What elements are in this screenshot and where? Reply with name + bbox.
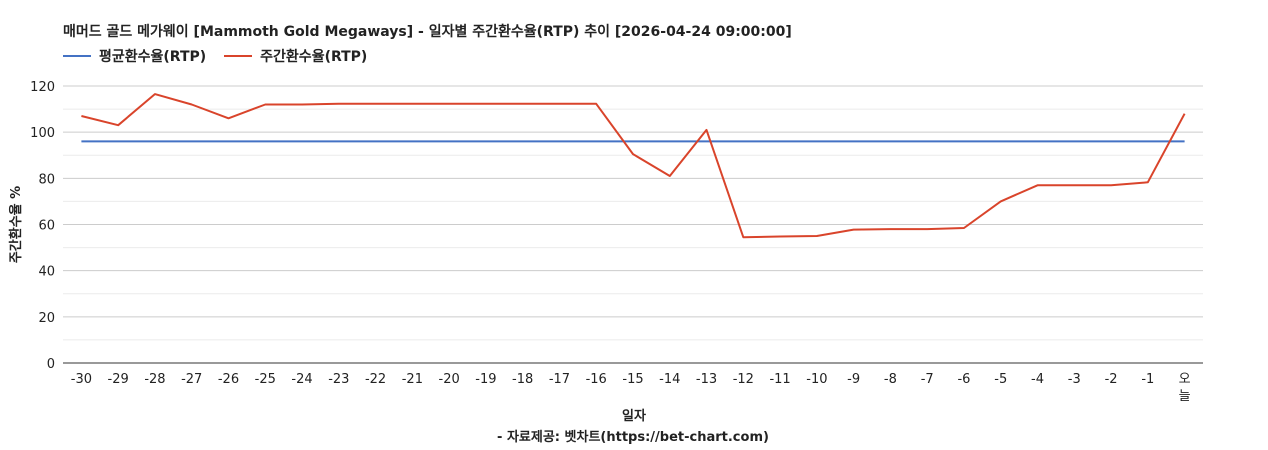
x-tick-label: -6 <box>957 372 970 387</box>
x-tick-label: -22 <box>365 372 386 387</box>
legend-item-weekly[interactable]: 주간환수율(RTP) <box>224 46 367 66</box>
y-tick-label: 80 <box>38 172 55 187</box>
x-tick-label: -16 <box>586 372 607 387</box>
series-line-weekly <box>81 93 1186 239</box>
x-tick-label: -20 <box>439 372 460 387</box>
y-tick-label: 100 <box>30 126 55 141</box>
chart-series <box>81 93 1186 239</box>
y-tick-label: 0 <box>47 357 55 372</box>
x-axis-ticks: -30 -29 -28 -27 -26 -25 -24 -23 -22 -21 -20 -19 -18 -… <box>71 372 1191 404</box>
x-tick-label: -11 <box>769 372 790 387</box>
x-tick-label: -3 <box>1068 372 1081 387</box>
legend-item-average[interactable]: 평균환수율(RTP) <box>63 46 206 66</box>
source-credit: - 자료제공: 벳차트(https://bet-chart.com) <box>497 429 769 445</box>
x-tick-label: -28 <box>144 372 165 387</box>
chart-legend: 평균환수율(RTP) 주간환수율(RTP) <box>63 46 385 66</box>
x-tick-label: -27 <box>181 372 202 387</box>
y-axis-ticks: 0 20 40 60 80 100 120 <box>30 80 55 372</box>
x-tick-label: -26 <box>218 372 239 387</box>
y-tick-label: 120 <box>30 80 55 95</box>
legend-label-average: 평균환수율(RTP) <box>99 49 207 65</box>
x-axis-label: 일자 <box>622 409 646 424</box>
x-tick-label: -29 <box>108 372 129 387</box>
x-tick-label: -18 <box>512 372 533 387</box>
x-tick-label: -5 <box>994 372 1007 387</box>
y-axis-label: 주간환수율 % <box>8 186 24 263</box>
x-tick-label: -7 <box>921 372 934 387</box>
y-tick-label: 40 <box>38 265 55 280</box>
x-tick-label: -9 <box>847 372 860 387</box>
x-tick-label: -15 <box>622 372 643 387</box>
x-tick-label: -14 <box>659 372 680 387</box>
x-tick-label: -12 <box>733 372 754 387</box>
legend-label-weekly: 주간환수율(RTP) <box>260 49 368 65</box>
chart-title: 매머드 골드 메가웨이 [Mammoth Gold Megaways] - 일자… <box>63 24 792 40</box>
x-tick-label: -24 <box>291 372 312 387</box>
x-tick-label: -30 <box>71 372 92 387</box>
y-tick-label: 60 <box>38 219 55 234</box>
x-tick-label: -19 <box>475 372 496 387</box>
legend-swatch-weekly <box>224 55 253 57</box>
x-tick-label: -2 <box>1105 372 1118 387</box>
x-tick-label: -1 <box>1141 372 1154 387</box>
x-tick-label: -17 <box>549 372 570 387</box>
x-tick-label: -8 <box>884 372 897 387</box>
x-tick-label: -25 <box>255 372 276 387</box>
x-tick-label: -13 <box>696 372 717 387</box>
chart-grid <box>63 85 1203 341</box>
x-tick-label: -4 <box>1031 372 1044 387</box>
x-tick-label: -21 <box>402 372 423 387</box>
x-tick-label: -23 <box>328 372 349 387</box>
x-tick-label: -10 <box>806 372 827 387</box>
legend-swatch-average <box>63 55 91 57</box>
y-tick-label: 20 <box>38 311 55 326</box>
